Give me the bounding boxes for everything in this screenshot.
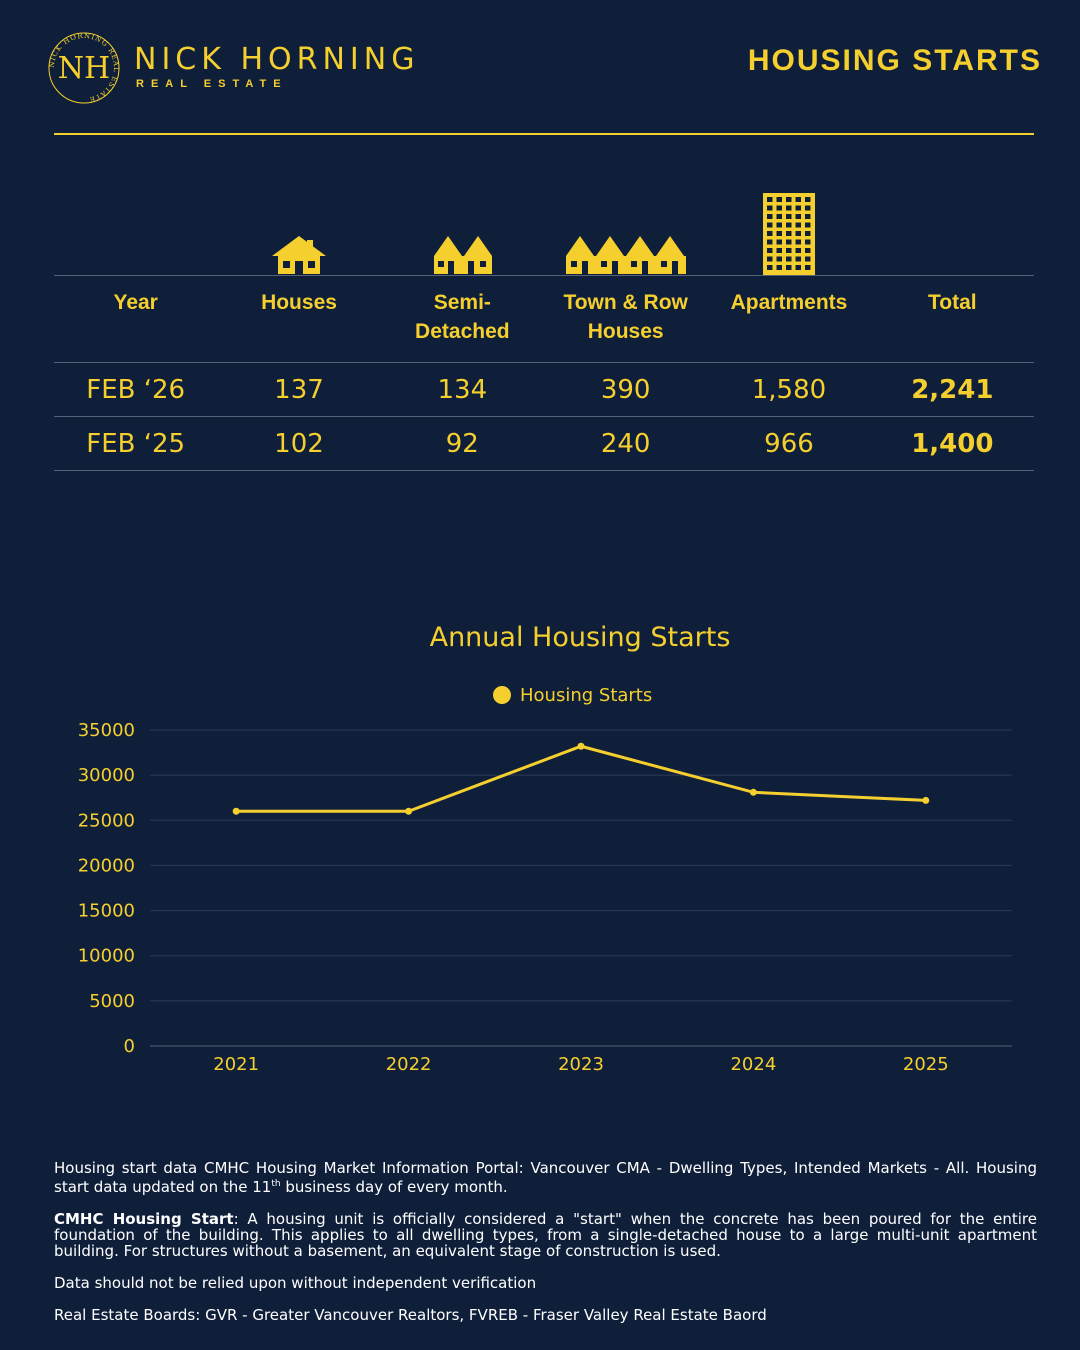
cell-year: FEB ‘25 — [86, 428, 186, 459]
data-point — [749, 788, 757, 796]
y-tick-label: 15000 — [78, 901, 135, 922]
boards-note: Real Estate Boards: GVR - Greater Vancou… — [54, 1306, 767, 1324]
disclaimer-note: Data should not be relied upon without i… — [54, 1274, 537, 1292]
y-tick-label: 10000 — [78, 946, 135, 967]
table-row: FEB ‘26 137 134 390 1,580 2,241 — [54, 362, 1034, 417]
x-tick-label: 2021 — [213, 1054, 259, 1075]
data-point — [922, 796, 930, 804]
header-total: Total — [928, 291, 977, 314]
cell-total: 2,241 — [911, 374, 994, 405]
townhouse-row-icon — [544, 234, 707, 276]
y-tick-label: 25000 — [78, 810, 135, 831]
data-point — [405, 807, 413, 815]
x-tick-label: 2022 — [386, 1054, 432, 1075]
x-tick-label: 2023 — [558, 1054, 604, 1075]
dwelling-icons-row — [54, 180, 1034, 276]
footer-notes: Housing start data CMHC Housing Market I… — [54, 1160, 1037, 1339]
data-point — [232, 807, 240, 815]
housing-starts-table: Year Houses Semi- Detached Town & Row Hous… — [54, 275, 1034, 471]
y-tick-label: 30000 — [78, 765, 135, 786]
definition-note: CMHC Housing Start: A housing unit is of… — [54, 1210, 1037, 1260]
house-icon — [217, 234, 380, 276]
y-tick-label: 20000 — [78, 855, 135, 876]
x-tick-label: 2024 — [730, 1054, 776, 1075]
series-line — [236, 744, 926, 813]
cell-apartments: 966 — [764, 428, 814, 459]
data-point — [577, 742, 585, 750]
header-apartments: Apartments — [730, 291, 848, 314]
legend-label: Housing Starts — [520, 685, 652, 706]
y-tick-label: 5000 — [89, 991, 135, 1012]
cell-houses: 102 — [274, 428, 324, 459]
header-semi-detached: Semi- Detached — [415, 291, 510, 343]
header-year: Year — [113, 291, 158, 314]
table-header-row: Year Houses Semi- Detached Town & Row Hous… — [54, 275, 1034, 363]
y-tick-label: 35000 — [78, 720, 135, 741]
semi-detached-icon — [381, 234, 544, 276]
brand-name: NICK HORNING — [134, 42, 420, 77]
source-note: Housing start data CMHC Housing Market I… — [54, 1159, 1037, 1196]
table-row: FEB ‘25 102 92 240 966 1,400 — [54, 416, 1034, 471]
cell-semi: 134 — [437, 374, 488, 405]
cell-houses: 137 — [274, 374, 324, 405]
monogram: NH — [58, 51, 110, 86]
y-tick-label: 0 — [124, 1036, 135, 1057]
chart-title: Annual Housing Starts — [430, 622, 731, 653]
cell-semi: 92 — [445, 428, 479, 459]
cell-town: 390 — [600, 374, 651, 405]
brand-subtitle: REAL ESTATE — [136, 78, 288, 90]
page-title: HOUSING STARTS — [747, 44, 1042, 77]
legend-marker — [493, 686, 511, 704]
annual-housing-starts-chart: Annual Housing Starts Housing Starts 350… — [78, 622, 1012, 1075]
cell-total: 1,400 — [911, 428, 994, 459]
cell-year: FEB ‘26 — [86, 374, 186, 405]
header-town-row: Town & Row Houses — [563, 291, 688, 343]
apartment-building-icon — [707, 192, 870, 276]
cell-apartments: 1,580 — [751, 374, 827, 405]
header-houses: Houses — [261, 291, 337, 314]
brand-seal-logo: NICK HORNING REAL ESTATE NH — [46, 30, 122, 106]
cell-town: 240 — [600, 428, 651, 459]
x-tick-label: 2025 — [903, 1054, 949, 1075]
definition-label: CMHC Housing Start — [54, 1210, 234, 1228]
header-divider — [54, 133, 1034, 135]
